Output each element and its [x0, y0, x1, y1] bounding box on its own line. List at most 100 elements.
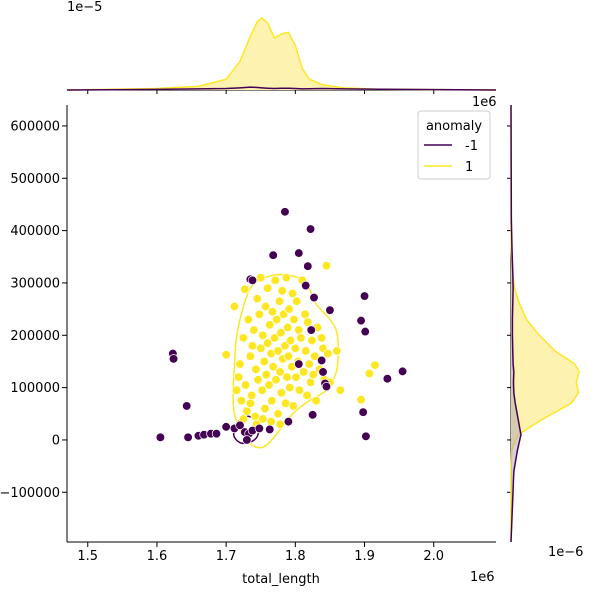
point-normal — [291, 372, 301, 382]
point-anomaly — [318, 367, 328, 377]
x-tick-label: 2.0 — [423, 549, 444, 564]
point-anomaly — [247, 275, 258, 285]
x-tick-label: 1.8 — [285, 549, 306, 564]
legend-label-neg: -1 — [465, 139, 478, 154]
point-normal — [282, 372, 292, 382]
point-normal — [275, 367, 285, 377]
point-normal — [281, 273, 291, 283]
x-tick-label: 1.9 — [354, 549, 375, 564]
point-anomaly — [360, 326, 370, 337]
point-anomaly — [306, 325, 316, 335]
point-normal — [298, 367, 309, 377]
point-normal — [308, 369, 318, 380]
right-density-fill-neg — [511, 105, 521, 542]
legend-label-pos: 1 — [465, 160, 473, 175]
axes: 1.5 1.6 1.7 1.8 1.9 2.0 −100000 0 100000 200000 30… — [0, 105, 496, 564]
point-anomaly — [294, 359, 304, 369]
main-plot: 1.5 1.6 1.7 1.8 1.9 2.0 −100000 0 100000 200000 30… — [0, 105, 496, 564]
point-normal — [267, 307, 278, 317]
point-normal — [240, 380, 251, 390]
x-axis-label: total_length — [242, 572, 320, 587]
point-normal — [229, 301, 240, 312]
point-normal — [259, 356, 269, 367]
point-normal — [364, 368, 375, 379]
point-anomaly — [280, 207, 290, 217]
point-normal — [283, 322, 293, 333]
point-normal — [272, 314, 282, 325]
point-anomaly — [182, 401, 192, 411]
point-anomaly — [183, 432, 193, 442]
point-anomaly — [168, 354, 179, 364]
point-normal — [251, 364, 261, 374]
point-normal — [269, 333, 280, 343]
point-anomaly — [361, 431, 371, 441]
point-normal — [271, 375, 281, 385]
point-anomaly — [325, 305, 335, 315]
point-normal — [311, 396, 321, 406]
point-normal — [310, 351, 320, 361]
point-normal — [242, 406, 252, 416]
point-normal — [258, 330, 268, 340]
y-tick-label: 0 — [52, 433, 60, 448]
point-anomaly — [221, 422, 231, 432]
point-normal — [247, 341, 258, 351]
top-offset-label: 1e−5 — [67, 0, 102, 15]
x-offset-label: 1e6 — [470, 570, 495, 585]
point-anomaly — [382, 374, 393, 384]
point-normal — [263, 338, 273, 348]
point-anomaly — [283, 416, 294, 427]
point-normal — [254, 309, 265, 319]
point-normal — [247, 390, 257, 401]
point-normal — [243, 314, 253, 325]
y-offset-label: 1e6 — [472, 95, 497, 110]
point-normal — [288, 401, 298, 411]
point-normal — [252, 293, 262, 304]
top-density-fill-pos — [67, 18, 496, 90]
point-normal — [303, 317, 313, 327]
point-normal — [323, 348, 333, 359]
point-anomaly — [303, 261, 313, 271]
point-normal — [260, 301, 271, 312]
top-marginal-density — [66, 17, 497, 94]
point-normal — [304, 359, 314, 369]
point-normal — [267, 396, 277, 406]
point-normal — [296, 333, 306, 343]
point-normal — [305, 377, 316, 388]
point-anomaly — [268, 250, 278, 260]
point-normal — [274, 296, 285, 306]
point-normal — [257, 385, 267, 395]
point-normal — [273, 409, 283, 419]
point-normal — [294, 325, 304, 335]
y-tick-label: 400000 — [10, 224, 60, 239]
point-normal — [275, 419, 285, 429]
top-density-line-pos — [66, 17, 497, 91]
point-normal — [277, 286, 287, 296]
x-tick-label: 1.7 — [216, 549, 237, 564]
point-normal — [240, 284, 250, 294]
point-normal — [276, 388, 287, 398]
point-anomaly — [155, 432, 166, 442]
point-normal — [287, 288, 298, 299]
point-normal — [302, 390, 312, 401]
point-anomaly — [307, 410, 318, 420]
point-normal — [316, 333, 327, 343]
point-normal — [307, 335, 317, 346]
point-normal — [300, 309, 310, 319]
point-normal — [264, 380, 274, 390]
right-density-line-neg — [510, 104, 522, 543]
point-anomaly — [242, 435, 252, 445]
point-normal — [270, 275, 280, 285]
point-normal — [221, 349, 231, 360]
right-density-fill-pos — [511, 105, 580, 542]
point-normal — [268, 362, 278, 372]
point-normal — [263, 283, 273, 293]
point-normal — [265, 320, 275, 330]
right-offset-label: 1e−6 — [548, 545, 583, 560]
point-normal — [238, 333, 249, 343]
point-normal — [285, 335, 296, 346]
legend: anomaly -1 1 — [417, 110, 491, 180]
right-marginal-density — [507, 104, 580, 543]
point-anomaly — [316, 355, 327, 366]
